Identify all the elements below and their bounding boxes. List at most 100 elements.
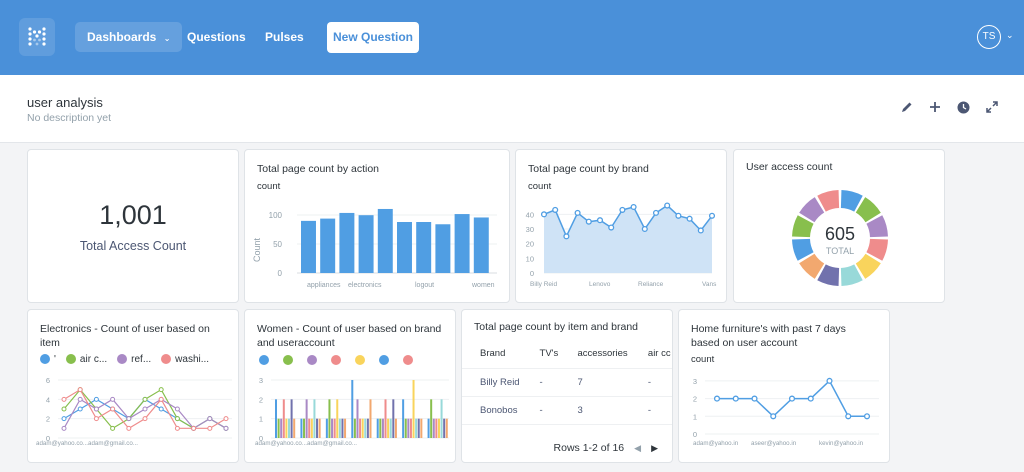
- data-point[interactable]: [552, 206, 559, 213]
- card-electronics-users[interactable]: Electronics - Count of user based on ite…: [27, 309, 239, 463]
- bar[interactable]: [432, 418, 435, 438]
- donut-slice[interactable]: [792, 238, 814, 261]
- data-point[interactable]: [77, 396, 83, 402]
- donut-slice[interactable]: [792, 215, 814, 238]
- bar[interactable]: [303, 418, 306, 438]
- column-header[interactable]: air cc: [629, 340, 672, 369]
- card-total-access-count[interactable]: 1,001 Total Access Count: [27, 149, 239, 303]
- data-point[interactable]: [158, 387, 164, 393]
- legend-item[interactable]: washi...: [161, 354, 209, 365]
- data-point[interactable]: [174, 425, 180, 431]
- data-point[interactable]: [845, 413, 852, 420]
- data-point[interactable]: [713, 395, 721, 402]
- data-point[interactable]: [174, 416, 180, 422]
- bar[interactable]: [316, 418, 319, 438]
- bar[interactable]: [277, 418, 280, 438]
- data-point[interactable]: [826, 377, 833, 384]
- bar[interactable]: [339, 212, 355, 273]
- bar[interactable]: [404, 418, 407, 438]
- bar[interactable]: [369, 399, 372, 438]
- data-point[interactable]: [223, 416, 229, 422]
- bar[interactable]: [379, 418, 382, 438]
- bar[interactable]: [392, 399, 395, 438]
- data-point[interactable]: [93, 416, 99, 422]
- bar[interactable]: [328, 399, 331, 438]
- bar[interactable]: [440, 399, 443, 438]
- bar[interactable]: [389, 418, 392, 438]
- data-point[interactable]: [751, 395, 758, 402]
- card-page-count-by-item-brand[interactable]: Total page count by item and brand Brand…: [461, 309, 673, 463]
- data-point[interactable]: [619, 206, 626, 213]
- data-point[interactable]: [207, 416, 213, 422]
- bar[interactable]: [430, 399, 433, 438]
- card-page-count-by-action[interactable]: Total page count by action count Count 1…: [244, 149, 510, 303]
- bar[interactable]: [325, 418, 328, 438]
- data-point[interactable]: [110, 406, 116, 412]
- legend-dot[interactable]: [379, 355, 389, 365]
- donut-slice[interactable]: [866, 215, 888, 238]
- data-point[interactable]: [223, 425, 229, 431]
- bar[interactable]: [445, 418, 448, 438]
- bar[interactable]: [412, 380, 415, 438]
- card-user-access-count[interactable]: User access count 605 TOTAL: [733, 149, 945, 303]
- column-header[interactable]: Brand: [462, 340, 522, 369]
- bar[interactable]: [356, 399, 359, 438]
- donut-slice[interactable]: [817, 190, 840, 212]
- bar[interactable]: [397, 222, 412, 273]
- data-point[interactable]: [807, 395, 814, 402]
- add-plus-icon[interactable]: [926, 98, 944, 116]
- table-cell[interactable]: Bonobos: [462, 396, 522, 425]
- legend-dot[interactable]: [307, 355, 317, 365]
- bar[interactable]: [290, 399, 293, 438]
- bar[interactable]: [364, 418, 367, 438]
- next-page-icon[interactable]: ▶: [651, 442, 658, 453]
- data-point[interactable]: [61, 425, 67, 431]
- data-point[interactable]: [641, 225, 648, 233]
- data-point[interactable]: [574, 209, 581, 216]
- legend-dot[interactable]: [403, 355, 413, 365]
- prev-page-icon[interactable]: ◀: [634, 442, 642, 453]
- data-point[interactable]: [126, 425, 132, 431]
- bar[interactable]: [293, 418, 296, 438]
- bar[interactable]: [275, 399, 277, 438]
- legend-dot[interactable]: [355, 355, 365, 365]
- bar[interactable]: [338, 418, 341, 438]
- donut-slice[interactable]: [855, 253, 881, 279]
- data-point[interactable]: [697, 227, 704, 234]
- bar[interactable]: [282, 399, 285, 438]
- column-header[interactable]: TV's: [521, 340, 560, 369]
- data-point[interactable]: [77, 406, 83, 412]
- data-point[interactable]: [863, 413, 871, 420]
- bar[interactable]: [288, 418, 290, 438]
- legend-item[interactable]: air c...: [65, 354, 107, 365]
- data-point[interactable]: [77, 387, 83, 393]
- bar[interactable]: [301, 220, 316, 273]
- bar[interactable]: [344, 418, 347, 438]
- data-point[interactable]: [142, 396, 148, 402]
- nav-dashboards[interactable]: Dashboards ⌄: [75, 22, 183, 52]
- data-point[interactable]: [630, 203, 637, 211]
- bar[interactable]: [435, 418, 438, 438]
- bar[interactable]: [366, 418, 369, 438]
- bar[interactable]: [417, 418, 420, 438]
- column-header[interactable]: accessories: [559, 340, 630, 369]
- table-cell[interactable]: Billy Reid: [462, 368, 522, 397]
- dashboard-description[interactable]: No description yet: [27, 112, 112, 124]
- legend-dot[interactable]: [331, 355, 341, 365]
- data-point[interactable]: [788, 395, 796, 402]
- bar[interactable]: [300, 418, 303, 438]
- data-point[interactable]: [110, 425, 116, 431]
- data-point[interactable]: [93, 406, 99, 412]
- card-page-count-by-brand[interactable]: Total page count by brand count 40 30 20 10…: [515, 149, 727, 303]
- bar[interactable]: [305, 399, 308, 438]
- card-home-furniture[interactable]: Home furniture's with past 7 days based …: [678, 309, 890, 463]
- data-point[interactable]: [158, 406, 164, 412]
- bar[interactable]: [443, 418, 446, 438]
- avatar[interactable]: TS: [977, 25, 1001, 49]
- bar[interactable]: [381, 418, 384, 438]
- legend-dot[interactable]: [259, 355, 269, 365]
- bar[interactable]: [280, 418, 283, 438]
- clock-icon[interactable]: [954, 98, 972, 116]
- bar[interactable]: [473, 217, 489, 273]
- chevron-down-icon[interactable]: ⌄: [1006, 30, 1014, 40]
